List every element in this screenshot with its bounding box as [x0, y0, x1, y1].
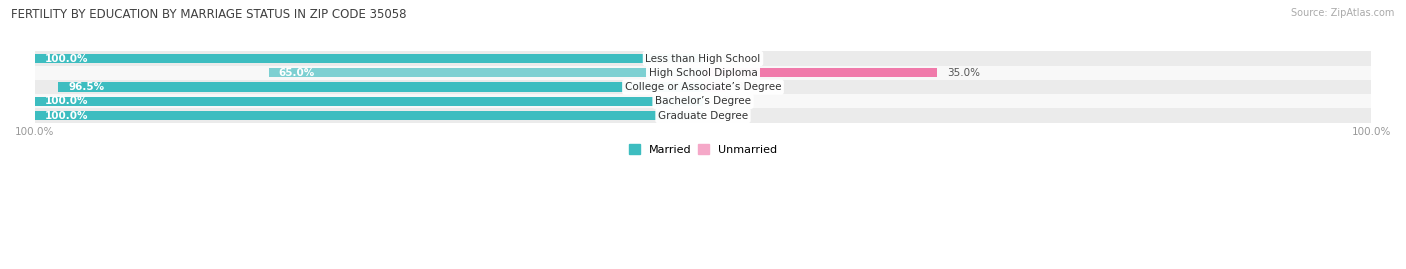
Bar	[35, 111, 703, 120]
Text: Less than High School: Less than High School	[645, 54, 761, 63]
Text: 0.0%: 0.0%	[713, 54, 740, 63]
Bar	[35, 51, 1371, 66]
Bar	[58, 83, 703, 92]
Bar	[703, 83, 727, 92]
Text: 35.0%: 35.0%	[946, 68, 980, 78]
Text: 65.0%: 65.0%	[278, 68, 315, 78]
Text: 100.0%: 100.0%	[45, 54, 89, 63]
Text: 100.0%: 100.0%	[45, 96, 89, 106]
Text: FERTILITY BY EDUCATION BY MARRIAGE STATUS IN ZIP CODE 35058: FERTILITY BY EDUCATION BY MARRIAGE STATU…	[11, 8, 406, 21]
Bar	[35, 66, 1371, 80]
Bar	[35, 108, 1371, 123]
Text: Bachelor’s Degree: Bachelor’s Degree	[655, 96, 751, 106]
Text: 3.5%: 3.5%	[737, 82, 763, 92]
Legend: Married, Unmarried: Married, Unmarried	[624, 140, 782, 159]
Text: Source: ZipAtlas.com: Source: ZipAtlas.com	[1291, 8, 1395, 18]
Bar	[35, 54, 703, 63]
Bar	[35, 94, 1371, 108]
Bar	[35, 80, 1371, 94]
Bar	[269, 68, 703, 77]
Text: 0.0%: 0.0%	[713, 96, 740, 106]
Text: 0.0%: 0.0%	[713, 111, 740, 121]
Text: Graduate Degree: Graduate Degree	[658, 111, 748, 121]
Bar	[35, 97, 703, 106]
Bar	[703, 68, 936, 77]
Text: High School Diploma: High School Diploma	[648, 68, 758, 78]
Text: 96.5%: 96.5%	[67, 82, 104, 92]
Text: College or Associate’s Degree: College or Associate’s Degree	[624, 82, 782, 92]
Text: 100.0%: 100.0%	[45, 111, 89, 121]
